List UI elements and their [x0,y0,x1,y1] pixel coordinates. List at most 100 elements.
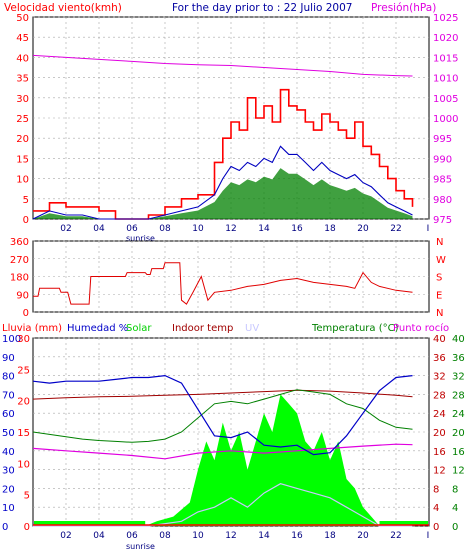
temperature-tick-label: 20 [452,428,465,439]
compass-label: N [436,308,443,319]
direction-degree-ticks: 0 90 180 270 360 [10,237,29,319]
pressure-tick-label: 1005 [433,94,458,105]
wind-speed-ticks: 0 5 10 15 20 25 30 35 40 45 50 [16,13,29,226]
legend-temperature: Temperatura (°C) [311,323,399,334]
pressure-tick-label: 980 [433,195,452,206]
rain-tick-label: 15 [17,428,30,439]
x-tick-label: 02 [60,224,71,234]
humidity-tick-label: 30 [2,466,15,477]
x-tick-label: 06 [126,224,138,234]
x-tick-label: 02 [60,531,71,541]
temperature-tick-label: 4 [452,503,458,514]
pressure-tick-label: 1000 [433,114,458,125]
uv-tick-label: 40 [433,334,446,345]
x-tick-label: 12 [225,224,236,234]
uv-ticks: 0 4 8 12 16 20 24 28 32 36 40 [433,334,446,533]
x-tick-label: 18 [324,224,336,234]
compass-label: W [436,255,446,266]
compass-label: E [436,290,442,301]
rain-humidity-series [32,374,429,527]
uv-tick-label: 4 [433,503,439,514]
temperature-tick-label: 24 [452,409,465,420]
x-tick-label: 20 [357,224,369,234]
wind-speed-tick-label: 50 [16,13,29,24]
x-tick-label: 22 [390,531,401,541]
direction-series [33,262,413,305]
legend-dewpoint: Punto rocío [393,322,449,334]
temperature-tick-label: 32 [452,372,465,383]
sunrise-label: sunrise [126,234,155,243]
x-end-tick-label: I [427,224,430,234]
wind-speed-tick-label: 35 [16,74,29,85]
x-tick-label: 14 [258,531,270,541]
wind-speed-tick-label: 40 [16,53,29,64]
temperature-tick-label: 12 [452,466,465,477]
uv-tick-label: 20 [433,428,446,439]
uv-tick-label: 0 [433,522,439,533]
pressure-tick-label: 985 [433,175,452,186]
humidity-tick-label: 20 [2,484,15,495]
x-tick-label: 20 [357,531,369,541]
wind-speed-tick-label: 30 [16,94,29,105]
pressure-tick-label: 1020 [433,33,458,44]
rain-tick-label: 30 [17,334,30,345]
x-end-tick-label: I [427,531,430,541]
wind-speed-tick-label: 15 [16,154,29,165]
pressure-tick-label: 1025 [433,13,458,24]
x-tick-label: 16 [291,224,303,234]
solar-area [33,394,413,526]
rain-tick-label: 10 [17,459,30,470]
wind-speed-tick-label: 45 [16,33,29,44]
rain-humidity-x-ticks: 02 04 06 08 10 12 14 16 18 20 22 I [60,531,429,541]
pressure-tick-label: 1010 [433,74,458,85]
dewpoint-line [32,443,413,460]
solar-baseline [34,521,146,525]
temperature-line [32,389,413,443]
humidity-ticks: 0 10 20 30 40 50 60 70 80 90 100 [2,334,21,533]
humidity-tick-label: 50 [2,428,15,439]
solar-baseline-evening [379,521,428,525]
x-tick-label: 10 [192,531,204,541]
pressure-tick-label: 975 [433,215,452,226]
temperature-tick-label: 8 [452,484,458,495]
x-tick-label: 06 [126,531,138,541]
legend-rain: Lluvia (mm) [2,323,62,334]
compass-label: S [436,273,442,284]
uv-tick-label: 16 [433,447,446,458]
direction-tick-label: 360 [10,237,29,248]
humidity-line [32,374,413,456]
uv-tick-label: 28 [433,390,446,401]
humidity-tick-label: 60 [2,409,15,420]
pressure-tick-label: 1015 [433,53,458,64]
x-tick-label: 22 [390,224,401,234]
pressure-axis-title: Presión(hPa) [371,2,436,14]
humidity-tick-label: 80 [2,372,15,383]
direction-tick-label: 0 [23,308,29,319]
legend-indoor-temp: Indoor temp [172,323,233,334]
rain-tick-label: 0 [24,522,30,533]
legend-solar: Solar [126,323,152,334]
wind-pressure-x-ticks: 02 04 06 08 10 12 14 16 18 20 22 I [60,224,429,234]
direction-tick-label: 90 [16,290,29,301]
x-tick-label: 10 [192,224,204,234]
humidity-tick-label: 100 [2,334,21,345]
rain-ticks: 0 5 10 15 20 25 30 [17,334,30,533]
rain-tick-label: 20 [17,397,30,408]
x-tick-label: 16 [291,531,303,541]
x-tick-label: 08 [159,531,171,541]
temperature-tick-label: 0 [452,522,458,533]
temperature-tick-label: 28 [452,390,465,401]
temperature-ticks: 0 4 8 12 16 20 24 28 32 36 40 [452,334,465,533]
wind-average-fill [33,168,413,219]
x-tick-label: 04 [93,531,105,541]
temperature-tick-label: 40 [452,334,465,345]
wind-average-line [32,145,413,220]
temperature-tick-label: 16 [452,447,465,458]
x-tick-label: 14 [258,224,270,234]
humidity-tick-label: 40 [2,447,15,458]
uv-tick-label: 32 [433,372,446,383]
uv-tick-label: 36 [433,353,446,364]
chart-title: For the day prior to : 22 Julio 2007 [172,2,352,14]
